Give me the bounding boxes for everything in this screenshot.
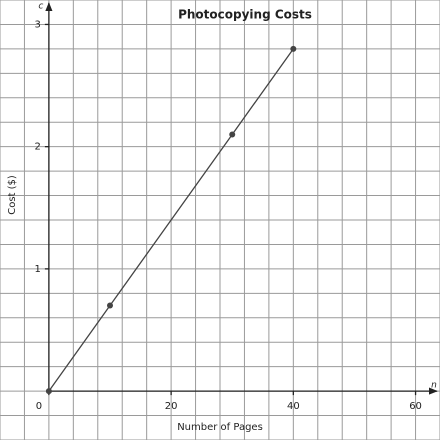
data-point bbox=[107, 302, 113, 309]
x-tick-label: 60 bbox=[409, 401, 422, 412]
x-axis-variable: n bbox=[431, 381, 437, 391]
y-axis-label: Cost ($) bbox=[7, 175, 18, 215]
x-tick-label: 20 bbox=[165, 401, 178, 412]
data-line bbox=[48, 48, 294, 392]
y-tick-label: 3 bbox=[35, 19, 41, 30]
data-point bbox=[45, 388, 52, 395]
y-tick-label: 2 bbox=[35, 142, 41, 153]
y-tick-label: 1 bbox=[35, 264, 41, 275]
x-tick-label: 0 bbox=[36, 401, 42, 412]
data-point bbox=[229, 131, 236, 138]
x-axis-label: Number of Pages bbox=[177, 422, 263, 433]
data-point bbox=[290, 45, 297, 52]
y-axis-variable: c bbox=[38, 2, 43, 12]
x-tick-label: 40 bbox=[287, 401, 300, 412]
chart-title: Photocopying Costs bbox=[178, 8, 312, 22]
